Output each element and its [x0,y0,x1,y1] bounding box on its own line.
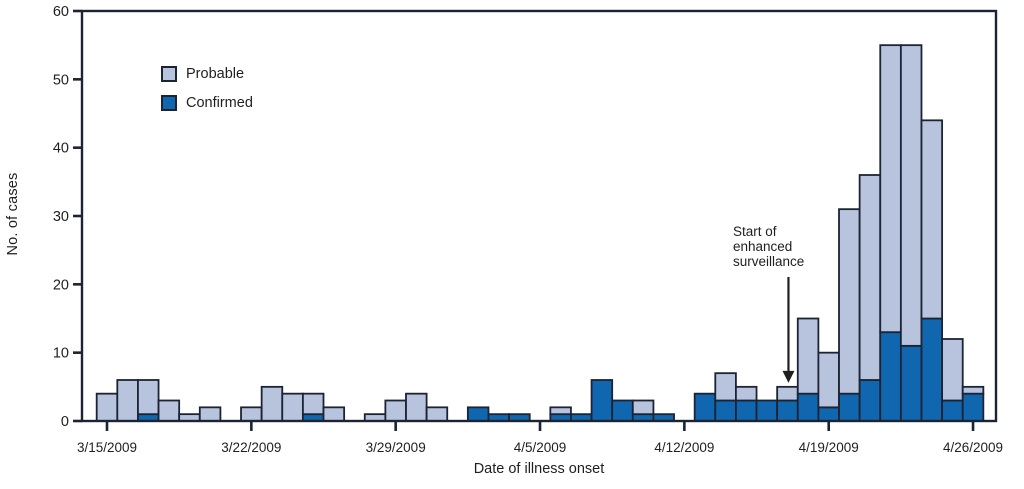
bar-probable-3/23/2009 [260,385,284,422]
bar-probable-3/15/2009 [95,392,119,422]
y-tick-label: 40 [53,141,69,157]
bar-probable-4/22/2009 [879,44,902,334]
bar-confirmed-4/14/2009 [714,399,737,422]
bar-confirmed-4/2/2009 [466,406,490,422]
bar-probable-4/23/2009 [899,44,923,347]
bar-confirmed-4/25/2009 [941,399,964,422]
bar-confirmed-4/18/2009 [796,392,820,422]
bar-confirmed-4/13/2009 [693,392,717,422]
x-tick-label: 4/5/2009 [514,440,567,455]
annotation-line-1: Start of [733,224,777,239]
legend-probable-label: Probable [186,66,245,82]
confirmed-swatch-icon [161,95,177,111]
y-axis-title: No. of cases [5,172,21,256]
bar-confirmed-4/17/2009 [776,399,799,422]
bar-probable-4/21/2009 [858,174,882,381]
bar-probable-3/20/2009 [198,406,222,422]
legend-item-probable: Probable [161,66,253,82]
x-axis-title: Date of illness onset [474,461,605,477]
legend-confirmed-label: Confirmed [186,95,253,111]
bar-probable-3/18/2009 [157,399,181,422]
x-tick-label: 3/15/2009 [77,440,137,455]
bar-probable-3/16/2009 [116,379,139,422]
bar-confirmed-4/21/2009 [858,379,882,422]
x-tick-label: 3/29/2009 [366,440,426,455]
y-tick-label: 50 [53,72,69,88]
bar-probable-3/25/2009 [301,392,325,416]
bar-confirmed-4/23/2009 [899,344,923,422]
legend: Probable Confirmed [161,66,253,111]
y-tick-label: 60 [53,4,69,20]
bar-probable-3/24/2009 [281,392,304,422]
y-tick-label: 20 [53,277,69,293]
legend-item-confirmed: Confirmed [161,95,253,111]
bar-probable-4/20/2009 [838,208,861,395]
bar-probable-3/22/2009 [240,406,263,422]
bar-confirmed-4/9/2009 [611,399,634,422]
bar-probable-4/24/2009 [920,119,944,320]
bar-probable-4/25/2009 [941,338,964,402]
bar-confirmed-4/22/2009 [879,331,902,422]
bar-probable-3/17/2009 [137,379,160,416]
bar-confirmed-4/20/2009 [838,392,861,422]
annotation-line-3: surveillance [733,254,805,269]
bar-probable-4/17/2009 [776,385,799,402]
bar-probable-4/18/2009 [796,317,820,395]
y-tick-label: 30 [53,209,69,225]
bar-probable-4/19/2009 [817,351,840,409]
x-tick-label: 4/26/2009 [943,440,1003,455]
bar-probable-3/26/2009 [322,406,346,422]
bar-confirmed-4/26/2009 [961,392,985,422]
bar-confirmed-4/19/2009 [817,406,840,422]
bar-probable-3/31/2009 [425,406,449,422]
bar-confirmed-4/16/2009 [755,399,779,422]
bar-confirmed-4/15/2009 [735,399,758,422]
bar-confirmed-4/8/2009 [590,379,614,422]
bar-probable-3/30/2009 [405,392,428,422]
bar-probable-4/26/2009 [961,385,985,395]
annotation-enhanced-surveillance: Start of enhanced surveillance [733,224,804,269]
y-tick-label: 0 [61,414,69,430]
bar-probable-4/15/2009 [735,385,758,402]
x-tick-label: 4/19/2009 [799,440,859,455]
y-tick-label: 10 [53,346,69,362]
probable-swatch-icon [161,66,177,82]
bar-probable-3/29/2009 [384,399,407,422]
bar-probable-4/14/2009 [714,372,737,402]
x-tick-label: 4/12/2009 [654,440,714,455]
bar-confirmed-4/24/2009 [920,317,944,422]
bar-probable-4/6/2009 [549,406,572,416]
x-tick-label: 3/22/2009 [221,440,281,455]
annotation-line-2: enhanced [733,239,793,254]
annotation-arrowhead-icon [782,370,795,383]
bar-probable-4/10/2009 [631,399,655,416]
